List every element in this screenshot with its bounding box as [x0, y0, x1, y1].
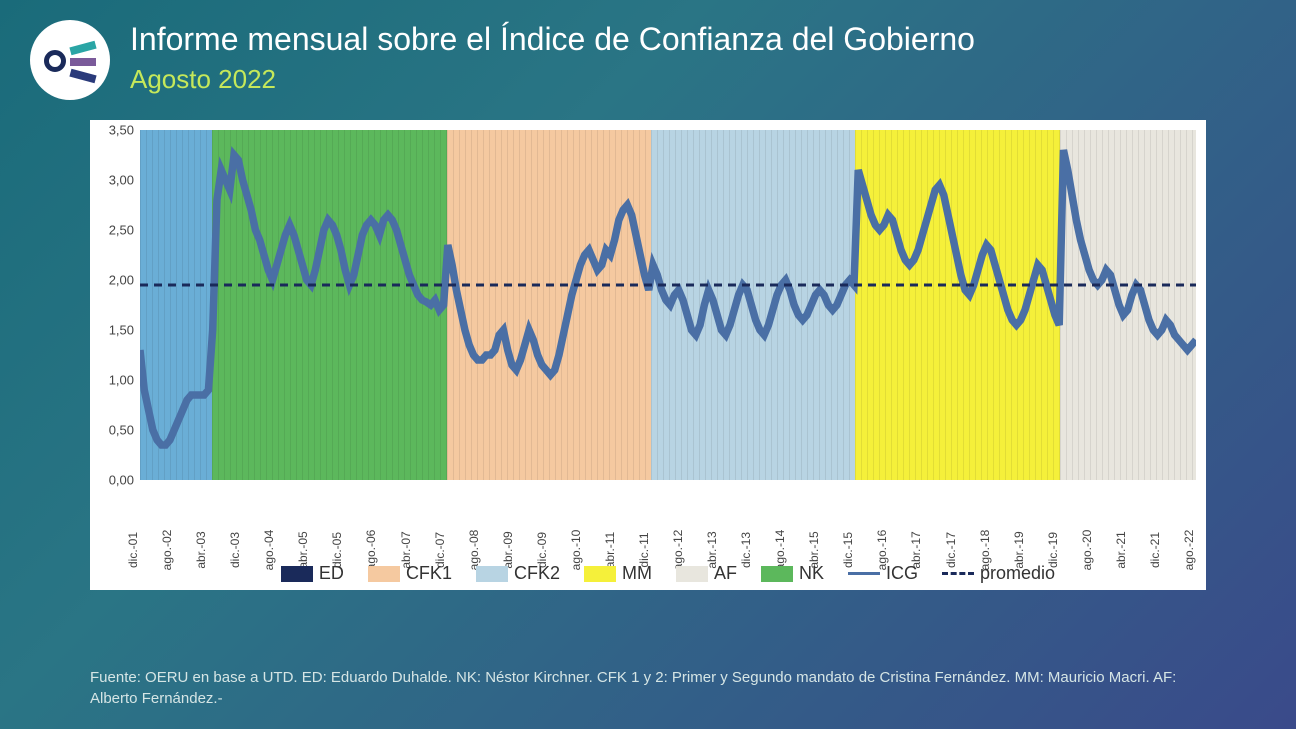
y-axis: 0,000,501,001,502,002,503,003,50	[90, 130, 138, 480]
legend-item: NK	[761, 563, 824, 584]
legend-item: CFK1	[368, 563, 452, 584]
legend-swatch	[942, 572, 974, 575]
legend-swatch	[761, 566, 793, 582]
icg-line	[140, 150, 1196, 445]
legend-label: MM	[622, 563, 652, 584]
legend-item: promedio	[942, 563, 1055, 584]
legend-label: CFK1	[406, 563, 452, 584]
chart-svg	[140, 130, 1196, 480]
legend-swatch	[368, 566, 400, 582]
legend-label: AF	[714, 563, 737, 584]
legend: ED CFK1 CFK2 MM AF NK ICG promedio	[140, 563, 1196, 584]
legend-swatch	[584, 566, 616, 582]
legend-swatch	[848, 572, 880, 575]
x-axis: dic.-01ago.-02abr.-03dic.-03ago.-04abr.-…	[140, 480, 1196, 550]
legend-item: ICG	[848, 563, 918, 584]
y-tick-label: 1,00	[90, 373, 134, 388]
legend-item: ED	[281, 563, 344, 584]
y-tick-label: 0,00	[90, 473, 134, 488]
y-tick-label: 3,50	[90, 123, 134, 138]
legend-swatch	[476, 566, 508, 582]
page-title: Informe mensual sobre el Índice de Confi…	[130, 20, 975, 58]
legend-label: NK	[799, 563, 824, 584]
header: Informe mensual sobre el Índice de Confi…	[0, 0, 1296, 110]
legend-item: CFK2	[476, 563, 560, 584]
legend-swatch	[281, 566, 313, 582]
plot-area	[140, 130, 1196, 480]
y-tick-label: 2,00	[90, 273, 134, 288]
legend-label: CFK2	[514, 563, 560, 584]
x-tick-label: dic.-01	[126, 532, 140, 568]
legend-item: AF	[676, 563, 737, 584]
page-subtitle: Agosto 2022	[130, 64, 975, 95]
legend-label: ICG	[886, 563, 918, 584]
y-tick-label: 2,50	[90, 223, 134, 238]
legend-swatch	[676, 566, 708, 582]
y-tick-label: 0,50	[90, 423, 134, 438]
logo	[30, 20, 110, 100]
chart-container: 0,00 0,50 1,00 1,50 2,00 2,50 3,00 3,50 dic.-01…	[90, 120, 1206, 590]
y-tick-label: 3,00	[90, 173, 134, 188]
y-tick-label: 1,50	[90, 323, 134, 338]
legend-item: MM	[584, 563, 652, 584]
legend-label: ED	[319, 563, 344, 584]
legend-label: promedio	[980, 563, 1055, 584]
footer-source: Fuente: OERU en base a UTD. ED: Eduardo …	[90, 667, 1206, 709]
